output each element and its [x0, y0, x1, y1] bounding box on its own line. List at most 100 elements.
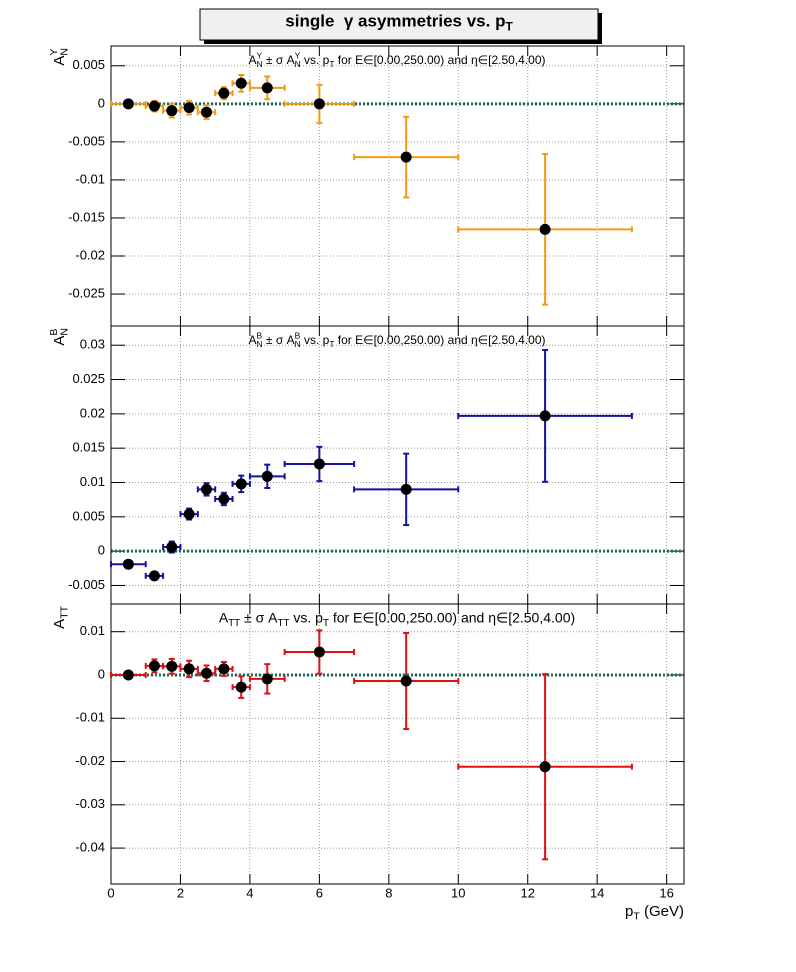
y-tick-label: 0.01 [80, 623, 105, 638]
point [539, 761, 551, 773]
point [235, 77, 247, 89]
point [261, 673, 273, 685]
y-tick-label: 0.02 [80, 405, 105, 420]
panel-title-part: Y [257, 50, 263, 60]
main-title-part: single γ asymmetries vs. p [285, 11, 505, 30]
panel: 0.010-0.01-0.02-0.03-0.040 2 4 6 8 10 12 14 16A T… [51, 603, 685, 922]
x-tick-label: 8 [385, 885, 392, 900]
y-label-text: ANB [48, 328, 71, 346]
point [400, 675, 412, 687]
y-tick-label: 0.03 [80, 337, 105, 352]
point [166, 105, 178, 117]
plot-area [111, 604, 684, 884]
point [201, 667, 212, 679]
panel-title-part: N [295, 59, 301, 69]
x-tick-label: 2 [177, 885, 184, 900]
y-label-text-part: B [48, 329, 60, 336]
panel-title-part: N [295, 339, 301, 349]
point [122, 98, 134, 110]
plot-area [111, 46, 684, 326]
point [148, 100, 160, 112]
point [313, 646, 325, 658]
x-tick-label: 14 [590, 885, 604, 900]
x-tick-label: 16 [659, 885, 673, 900]
panel-title-part: T [323, 618, 329, 629]
panel-title-part: N [257, 339, 263, 349]
point [235, 478, 247, 490]
y-tick-label: -0.015 [68, 209, 105, 224]
point [261, 470, 273, 482]
y-tick-label: -0.04 [75, 840, 105, 855]
x-label-part: p [625, 903, 633, 920]
y-tick-label: -0.02 [75, 753, 105, 768]
point [183, 663, 195, 675]
point [166, 660, 178, 672]
y-label: ATT [51, 605, 70, 628]
panel-title-part: B [257, 330, 263, 340]
panel-title-part: vs. p [289, 610, 323, 626]
point [183, 102, 195, 114]
plot-area [111, 326, 684, 604]
panel-title-part: T [329, 59, 334, 69]
point [166, 541, 178, 553]
y-label-text-part: TT [58, 605, 70, 618]
panel-title-part: ± σ A [263, 53, 295, 67]
y-label-text-part: N [58, 328, 70, 336]
point [201, 483, 212, 495]
y-tick-label: -0.03 [75, 796, 105, 811]
x-tick-label: 10 [451, 885, 465, 900]
x-tick-label: 4 [246, 885, 253, 900]
point [201, 106, 212, 118]
panel-title-part: for E∈[0.00,250.00) and η∈[2.50,4.00) [334, 333, 545, 347]
point [400, 151, 412, 163]
point [261, 82, 273, 94]
panel-title-part: A [219, 610, 229, 626]
panel-title-part: N [257, 59, 263, 69]
point [218, 87, 230, 99]
x-label-part: T [633, 910, 640, 922]
panel-title-part: B [295, 330, 301, 340]
y-tick-label: -0.01 [75, 710, 105, 725]
panel-title-part: vs. p [301, 333, 330, 347]
y-tick-label: -0.01 [75, 171, 105, 186]
y-label-text-part: A [51, 56, 68, 66]
x-tick-label: 12 [520, 885, 534, 900]
y-tick-label: -0.02 [75, 247, 105, 262]
y-tick-label: 0 [98, 543, 105, 558]
point [539, 410, 551, 422]
panel-title-part: TT [228, 618, 240, 629]
y-tick-label: -0.005 [68, 577, 105, 592]
y-tick-label: 0.005 [72, 57, 105, 72]
point [218, 663, 230, 675]
y-tick-label: 0.025 [72, 371, 105, 386]
point [148, 570, 160, 582]
y-label: ANY [48, 48, 71, 66]
panel-title-part: Y [295, 50, 301, 60]
panel-title-part: ± σ A [263, 333, 295, 347]
panel-title-part: ± σ A [240, 610, 278, 626]
main-title-part: T [505, 19, 513, 33]
panel-title-part: A [249, 333, 257, 347]
plot-frame [110, 603, 685, 885]
point [400, 483, 412, 495]
y-tick-label: 0.005 [72, 508, 105, 523]
point [122, 669, 134, 681]
y-label-text-part: A [51, 619, 68, 629]
point [539, 223, 551, 235]
y-tick-label: -0.025 [68, 285, 105, 300]
panel-title-part: A [249, 53, 257, 67]
y-label-text-part: Y [48, 49, 60, 56]
y-tick-label: 0 [98, 95, 105, 110]
y-tick-label: 0.015 [72, 440, 105, 455]
panel-title-part: for E∈[0.00,250.00) and η∈[2.50,4.00) [329, 610, 575, 626]
x-tick-label: 0 [107, 885, 114, 900]
y-label-text: ANY [48, 48, 71, 66]
y-tick-label: 0 [98, 666, 105, 681]
